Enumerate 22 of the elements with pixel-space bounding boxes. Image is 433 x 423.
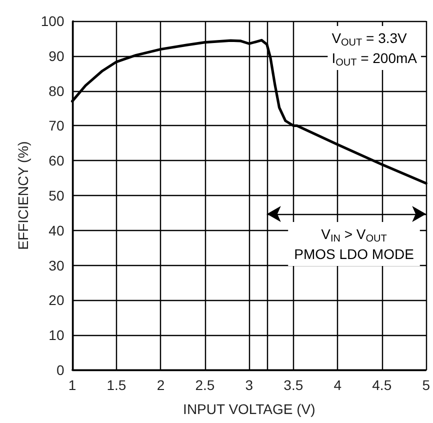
x-tick-label: 3	[245, 377, 254, 393]
y-tick-label: 40	[48, 222, 64, 238]
y-tick-label: 80	[48, 82, 64, 99]
x-tick-label: 1	[68, 377, 76, 393]
x-tick-label: 4	[334, 377, 342, 393]
x-tick-label: 2.5	[195, 377, 215, 393]
x-tick-label: 3.5	[284, 377, 304, 393]
x-tick-label: 5	[422, 377, 430, 393]
y-tick-label: 0	[56, 362, 64, 378]
y-tick-label: 70	[48, 118, 64, 134]
y-tick-label: 50	[48, 188, 64, 204]
x-tick-label: 2	[156, 377, 165, 393]
x-axis-title: INPUT VOLTAGE (V)	[183, 401, 316, 417]
x-tick-label: 1.5	[106, 377, 126, 393]
x-tick-label: 4.5	[372, 377, 392, 393]
y-tick-label: 30	[48, 257, 64, 274]
y-tick-label: 60	[48, 152, 64, 169]
y-tick-label: 100	[40, 13, 64, 29]
y-axis-title: EFFICIENCY (%)	[15, 141, 31, 250]
y-tick-label: 90	[48, 48, 64, 64]
y-tick-label: 20	[48, 292, 64, 308]
y-tick-label: 10	[48, 327, 64, 344]
